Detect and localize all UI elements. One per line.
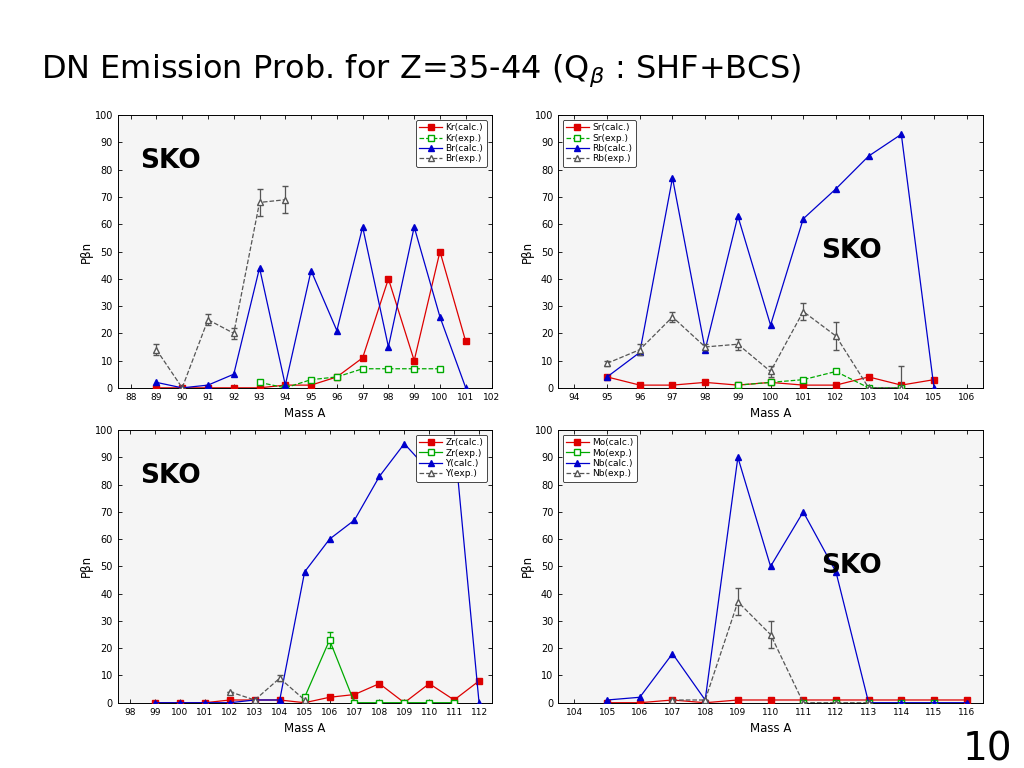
Legend: Kr(calc.), Kr(exp.), Br(calc.), Br(exp.): Kr(calc.), Kr(exp.), Br(calc.), Br(exp.)	[416, 120, 487, 167]
Legend: Sr(calc.), Sr(exp.), Rb(calc.), Rb(exp.): Sr(calc.), Sr(exp.), Rb(calc.), Rb(exp.)	[562, 120, 636, 167]
Legend: Mo(calc.), Mo(exp.), Nb(calc.), Nb(exp.): Mo(calc.), Mo(exp.), Nb(calc.), Nb(exp.)	[562, 435, 637, 482]
Legend: Zr(calc.), Zr(exp.), Y(calc.), Y(exp.): Zr(calc.), Zr(exp.), Y(calc.), Y(exp.)	[416, 435, 487, 482]
Text: SKO: SKO	[140, 463, 201, 488]
Text: 1. DN Emission Probabilities by SHF+QRPA plus HFSM: 1. DN Emission Probabilities by SHF+QRPA…	[12, 11, 406, 26]
X-axis label: Mass A: Mass A	[750, 407, 792, 420]
Y-axis label: Pβn: Pβn	[520, 240, 534, 263]
Y-axis label: Pβn: Pβn	[520, 555, 534, 578]
Text: DN Emission Prob. for Z=35-44 (Q$_{\beta}$ : SHF+BCS): DN Emission Prob. for Z=35-44 (Q$_{\beta…	[41, 52, 801, 89]
Y-axis label: Pβn: Pβn	[80, 240, 93, 263]
Text: SKO: SKO	[140, 148, 201, 174]
X-axis label: Mass A: Mass A	[284, 407, 326, 420]
X-axis label: Mass A: Mass A	[750, 722, 792, 735]
Text: SKO: SKO	[821, 238, 883, 264]
Y-axis label: Pβn: Pβn	[80, 555, 93, 578]
Text: SKO: SKO	[821, 553, 883, 579]
X-axis label: Mass A: Mass A	[284, 722, 326, 735]
Text: 10: 10	[963, 730, 1012, 768]
